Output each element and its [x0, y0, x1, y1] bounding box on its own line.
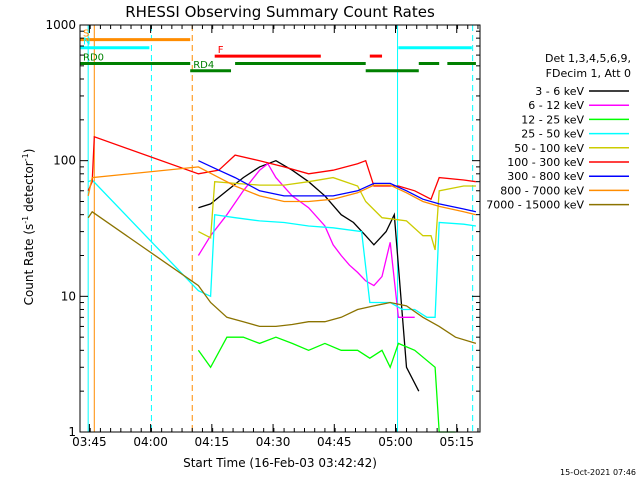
- series-line-9: [87, 210, 477, 345]
- legend-label-5: 50 - 100 keV: [514, 142, 584, 155]
- y-tick-label-1: 1: [68, 425, 76, 439]
- x-tick-label-6: 05:00: [378, 435, 413, 449]
- y-tick-label-4: 1000: [45, 18, 76, 32]
- x-tick-label-4: 04:30: [256, 435, 291, 449]
- annotation-label-1: S: [83, 29, 89, 40]
- plot-frame: [79, 24, 481, 433]
- y-axis-label-part-2: detector: [22, 161, 36, 216]
- series-line-8: [87, 166, 477, 216]
- annotation-label-4: RD0: [83, 53, 104, 64]
- annotation-label-5: RD4: [193, 60, 214, 71]
- chart-title: RHESSI Observing Summary Count Rates: [125, 3, 435, 21]
- series-line-5: [198, 176, 476, 251]
- legend-label-1: 3 - 6 keV: [535, 85, 584, 98]
- legend-header-line-1: Det 1,3,4,5,6,9,: [545, 52, 631, 65]
- y-axis-label-sup-1: -1: [21, 216, 30, 224]
- series-line-7: [198, 160, 477, 213]
- x-tick-label-5: 04:45: [317, 435, 352, 449]
- plot-frame-rect: [79, 24, 481, 433]
- status-annotations: SN F RD0 RD4: [80, 29, 476, 73]
- y-axis-label-part-1: Count Rate (s: [22, 224, 36, 306]
- legend-label-4: 25 - 50 keV: [521, 128, 584, 141]
- legend-label-9: 7000 - 15000 keV: [486, 199, 584, 212]
- legend-header-line-2: FDecim 1, Att 0: [546, 67, 631, 80]
- legend-label-8: 800 - 7000 keV: [500, 184, 584, 197]
- series-line-6: [87, 135, 476, 201]
- legend-label-3: 12 - 25 keV: [521, 113, 584, 126]
- axis-ticks: 03:45 04:00 04:15 04:30 04:45 05:00 05:15 1 10 10…: [45, 18, 480, 449]
- y-tick-label-2: 10: [61, 289, 76, 303]
- x-tick-label-1: 03:45: [72, 435, 107, 449]
- event-marker-lines: [87, 25, 474, 432]
- footer-date: 15-Oct-2021 07:46: [560, 468, 636, 477]
- series-line-2: [197, 162, 415, 318]
- y-axis-label: Count Rate (s-1 detector-1): [21, 149, 36, 306]
- y-axis-label-sup-2: -1: [21, 153, 30, 161]
- x-tick-label-3: 04:15: [195, 435, 230, 449]
- legend: Det 1,3,4,5,6,9, FDecim 1, Att 0 3 - 6 k…: [486, 52, 631, 212]
- annotation-label-3: F: [218, 45, 224, 56]
- annotation-label-2: N: [83, 37, 90, 48]
- legend-label-7: 300 - 800 keV: [507, 170, 584, 183]
- y-axis-label-part-3: ): [22, 149, 36, 154]
- series-line-3: [197, 336, 456, 433]
- legend-label-2: 6 - 12 keV: [528, 99, 584, 112]
- y-tick-label-3: 100: [53, 154, 76, 168]
- legend-label-6: 100 - 300 keV: [507, 156, 584, 169]
- series-lines: [87, 135, 477, 433]
- x-tick-label-2: 04:00: [133, 435, 168, 449]
- x-axis-label: Start Time (16-Feb-03 03:42:42): [183, 456, 377, 470]
- x-tick-label-7: 05:15: [439, 435, 474, 449]
- series-line-4: [87, 179, 476, 318]
